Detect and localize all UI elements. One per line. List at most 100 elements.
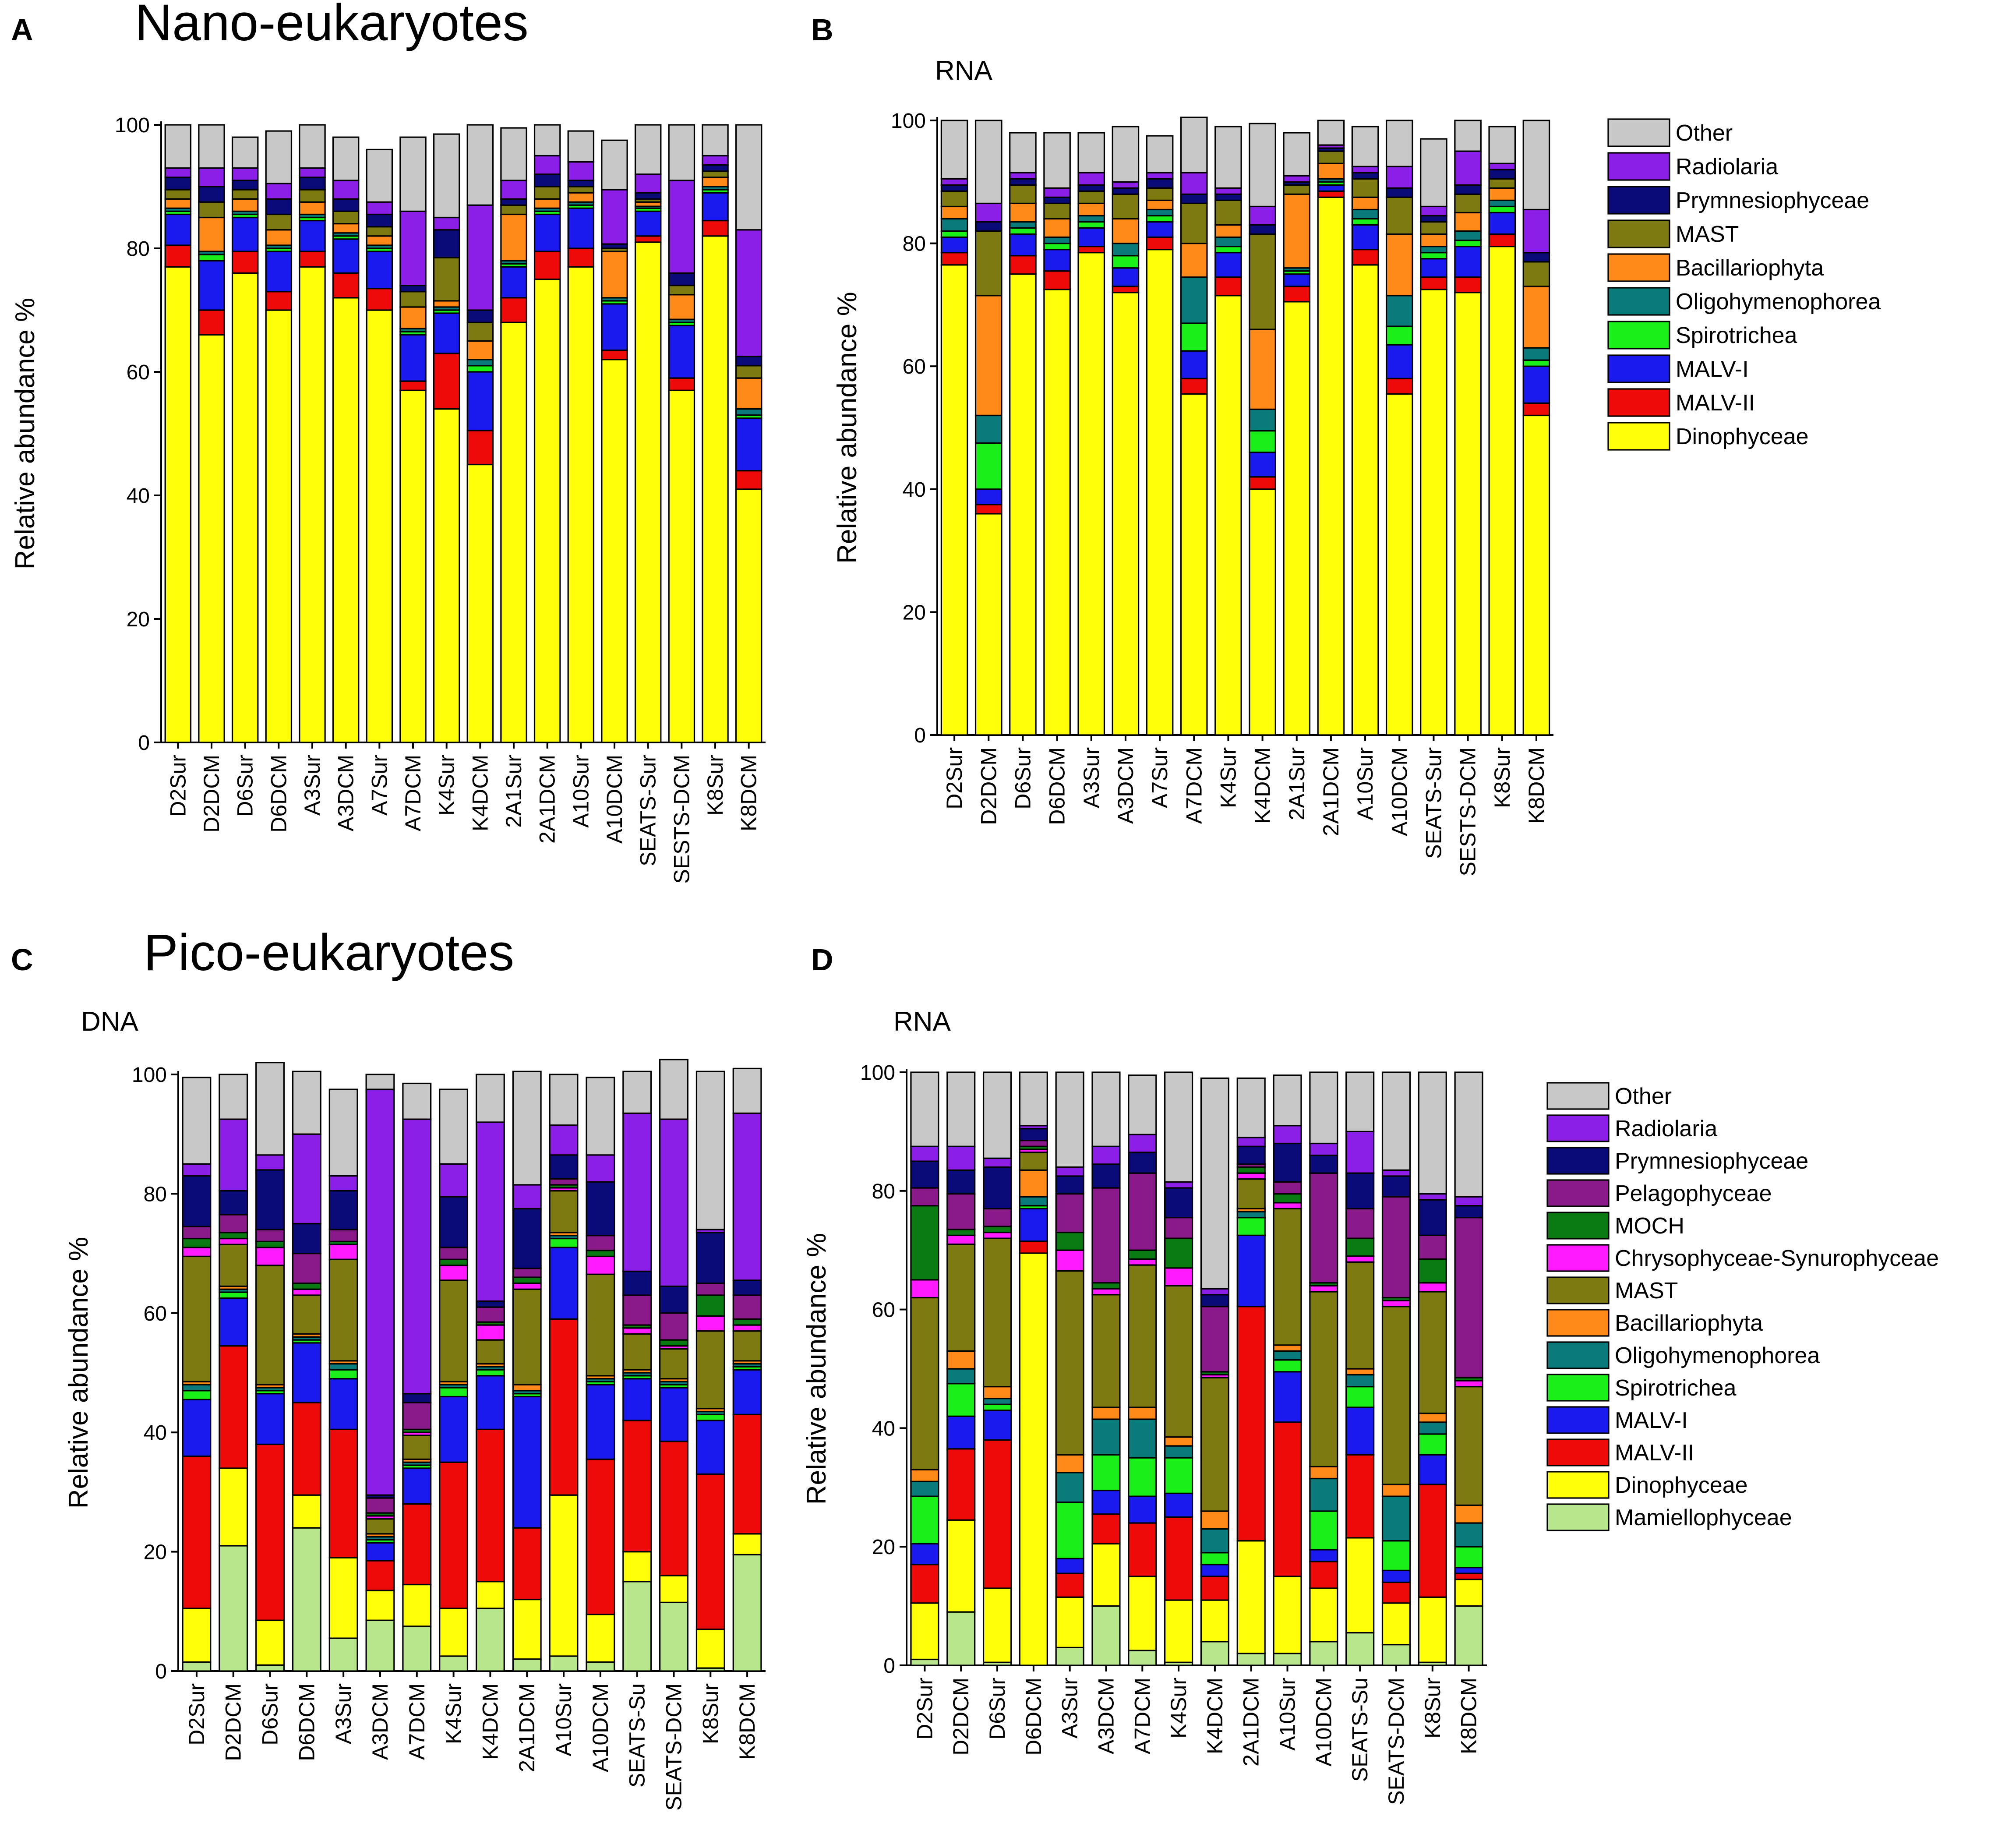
bar-segment-malv-i (164, 213, 192, 246)
bar-segment-mamiellophyceae (910, 1658, 939, 1666)
bar-segment-prymnesiophyceae (1009, 178, 1037, 186)
bar-segment-moch (1091, 1282, 1121, 1290)
legend-label: Radiolaria (1676, 154, 1778, 180)
bar-segment-bacillariophyta (1055, 1454, 1084, 1473)
bar-segment-malv-i (1055, 1558, 1084, 1574)
bar-segment-chrysophyceae-synurophyceae (1164, 1267, 1193, 1287)
legend-item: Oligohymenophorea (1607, 287, 1881, 316)
legend-label: Dinophyceae (1615, 1473, 1748, 1498)
bar-segment-radiolaria (328, 1175, 358, 1192)
legend-label: Bacillariophyta (1676, 255, 1824, 281)
bar-segment-mast (292, 1294, 321, 1335)
bar-segment-bacillariophyta (265, 229, 293, 246)
bar-segment-dinophyceae (366, 309, 393, 743)
bar-segment-mast (1420, 221, 1447, 235)
section-title-pico: Pico-eukaryotes (144, 924, 514, 982)
bar-segment-other (668, 124, 695, 181)
x-tick-label: K8Sur (698, 1683, 723, 1744)
bar-segment-mast (622, 1333, 652, 1371)
bar-segment-bacillariophyta (1454, 212, 1482, 232)
bar-segment-oligohymenophorea (982, 1398, 1012, 1405)
bar-segment-malv-ii (946, 1448, 976, 1521)
legend-item: Prymnesiophyceae (1546, 1147, 1808, 1175)
bar-segment-malv-i (1077, 227, 1105, 247)
bar-segment-moch (439, 1258, 469, 1266)
bar-segment-bacillariophyta (198, 216, 225, 252)
bar-segment-malv-ii (399, 380, 427, 391)
bar-segment-pelagophyceae (586, 1235, 615, 1251)
bar-segment-dinophyceae (1345, 1537, 1375, 1634)
bar-segment-mast (1385, 196, 1413, 235)
bar-segment-other (1283, 132, 1311, 177)
bar-segment-oligohymenophorea (1091, 1418, 1121, 1456)
bar-segment-spirotrichea (982, 1403, 1012, 1411)
bar-segment-pelagophyceae (402, 1402, 432, 1430)
bar-segment-bacillariophyta (1249, 329, 1276, 410)
x-tick-label: D2DCM (976, 747, 1001, 825)
bar-segment-chrysophyceae-synurophyceae (512, 1283, 542, 1290)
bar-segment-malv-ii (702, 219, 729, 237)
bar-segment-spirotrichea (1488, 205, 1516, 214)
bar-segment-spirotrichea (1214, 246, 1242, 254)
legend-label: Chrysophyceae-Synurophyceae (1615, 1246, 1939, 1271)
bar-segment-dinophyceae (512, 1598, 542, 1660)
bar-segment-other (1091, 1071, 1121, 1147)
x-tick-label: SEATS-Sur (1421, 747, 1446, 859)
bar-segment-prymnesiophyceae (1351, 172, 1379, 180)
bar-segment-malv-i (475, 1375, 505, 1430)
x-tick-label: D6DCM (1045, 747, 1070, 825)
chart-panel-c: DNA 0 20 40 60 80 100 Relative abundance % D2Sur… (64, 1007, 766, 1811)
bar-segment-prymnesiophyceae (634, 192, 662, 200)
bar-segment-radiolaria (601, 189, 628, 245)
bar-segment-pelagophyceae (622, 1294, 652, 1326)
bar-segment-mast (1043, 202, 1071, 220)
bar-segment-mast (1200, 1377, 1229, 1512)
bar-segment-other (1146, 135, 1174, 173)
bar-segment-dinophyceae (1091, 1543, 1121, 1607)
bar-segment-other (634, 124, 662, 175)
bar-segment-malv-i (366, 251, 393, 290)
x-tick-label: D2DCM (199, 755, 224, 833)
bar-segment-dinophyceae (549, 1494, 579, 1657)
bar-segment-mast (1283, 184, 1311, 195)
stacked-bar (1043, 132, 1071, 736)
stacked-bar (634, 124, 662, 743)
bar-segment-prymnesiophyceae (402, 1393, 432, 1403)
bar-segment-dinophyceae (622, 1551, 652, 1583)
bar-segment-radiolaria (1249, 205, 1276, 226)
bar-segment-spirotrichea (1249, 430, 1276, 453)
bar-segment-radiolaria (533, 155, 561, 175)
x-tick-label: SEATS-DCM (661, 1683, 686, 1811)
bar-segment-malv-ii (622, 1420, 652, 1553)
x-tick-label: K4Sur (434, 755, 459, 816)
bar-segment-malv-ii (292, 1402, 321, 1496)
legend-label: MALV-I (1676, 357, 1749, 382)
x-tick-label: D2Sur (912, 1678, 937, 1740)
legend-item: Mamiellophyceae (1546, 1503, 1792, 1531)
bar-segment-spirotrichea (1351, 218, 1379, 226)
y-tick-label: 80 (872, 1180, 895, 1203)
bar-segment-oligohymenophorea (1019, 1196, 1048, 1207)
bar-segment-oligohymenophorea (1055, 1472, 1084, 1503)
bar-segment-mamiellophyceae (475, 1608, 505, 1672)
bar-segment-pelagophyceae (946, 1193, 976, 1230)
bar-segment-moch (255, 1240, 285, 1248)
bar-segment-mast (586, 1273, 615, 1377)
bar-segment-mamiellophyceae (512, 1658, 542, 1672)
bar-segment-dinophyceae (659, 1575, 688, 1603)
bar-segment-malv-i (732, 1369, 762, 1415)
bar-segment-other (1112, 126, 1140, 183)
bar-segment-other (1164, 1071, 1193, 1183)
legend-label: MAST (1615, 1278, 1678, 1304)
bar-segment-oligohymenophorea (1164, 1445, 1193, 1459)
bar-segment-pelagophyceae (219, 1214, 248, 1233)
bar-segment-dinophyceae (231, 272, 259, 743)
x-tick-label: A3Sur (300, 755, 325, 816)
bar-segment-oligohymenophorea (974, 414, 1003, 444)
bar-segment-other (1249, 123, 1276, 208)
stacked-bar (601, 139, 628, 743)
legend-swatch (1546, 1471, 1610, 1499)
bar-segment-malv-i (365, 1542, 395, 1562)
bar-segment-malv-i (622, 1378, 652, 1421)
y-tick-label: 0 (883, 1654, 895, 1678)
